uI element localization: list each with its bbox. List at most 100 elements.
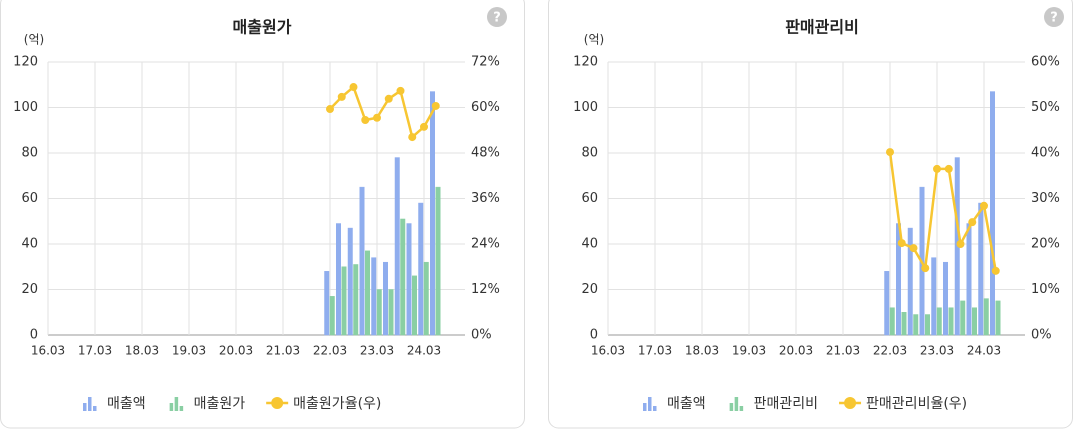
legend-item[interactable]: 매출액 [83,396,146,412]
x-tick-label: 16.03 [591,344,625,358]
y-tick-label: 80 [581,146,598,161]
panel [0,0,525,429]
bar [394,157,400,336]
bar [925,314,930,336]
point [991,266,1000,275]
legend-item[interactable]: 매출원가 [169,396,246,412]
legend-item[interactable]: 매출액 [643,396,706,412]
point [420,122,428,131]
point [968,218,977,227]
x-tick-label: 21.03 [266,344,300,358]
y-tick-label: 120 [13,55,38,70]
bar [936,307,942,336]
y2-tick-label: 0% [471,328,492,343]
bar [913,314,919,336]
x-tick-label: 20.03 [779,344,813,358]
bar [960,300,966,336]
y2-tick-label: 20% [1031,237,1060,252]
bar [907,227,913,336]
point [349,83,358,92]
y-tick-label: 100 [13,100,38,115]
point [933,164,941,173]
x-tick-label: 17.03 [638,344,672,358]
chart-title: 매출원가 [233,18,292,37]
legend-icon [734,397,739,411]
y2-tick-label: 10% [1031,282,1060,297]
y-unit: (억) [24,33,44,47]
bar [341,266,347,336]
x-tick-label: 22.03 [313,344,347,358]
bar [966,223,972,336]
legend-label: 판매관리비율(우) [866,396,967,412]
help-icon[interactable]: ? [1044,7,1064,27]
bar [359,186,365,336]
bar [901,312,907,336]
y-unit: (억) [584,33,604,47]
point [384,94,393,103]
legend-icon [653,406,657,411]
legend-icon [648,397,652,411]
y-tick-label: 120 [573,55,598,70]
point [909,244,918,253]
legend-label: 매출액 [667,396,706,412]
bar [329,296,335,336]
y2-tick-label: 72% [471,55,500,70]
y-tick-label: 80 [21,146,38,161]
legend-icon [93,406,97,411]
bar [889,307,895,336]
point [944,164,953,173]
legend-icon [643,403,647,411]
legend-icon [174,397,179,411]
line [888,151,997,272]
point [956,240,965,248]
y2-tick-label: 0% [1031,328,1052,343]
point [886,148,894,157]
legend-item[interactable]: 판매관리비 [729,396,818,412]
x-tick-label: 18.03 [685,344,719,358]
x-tick-label: 24.03 [407,344,441,358]
x-tick-label: 23.03 [920,344,954,358]
chart-title: 판매관리비 [785,18,859,37]
legend-icon [83,403,87,411]
bar [990,91,995,336]
help-icon[interactable]: ? [487,7,507,27]
bar [406,223,412,336]
y2-tick-label: 12% [471,282,500,297]
bar [412,275,417,336]
y2-tick-label: 36% [471,191,500,206]
x-tick-label: 23.03 [360,344,394,358]
y-tick-label: 0 [30,328,38,343]
point [373,113,381,122]
y2-tick-label: 48% [471,146,500,161]
legend-icon [271,397,284,409]
bar [423,261,429,336]
bar [931,257,937,336]
y2-tick-label: 30% [1031,191,1060,206]
legend-item[interactable]: 매출원가율(우) [266,396,381,412]
y2-tick-label: 40% [1031,146,1060,161]
y2-tick-label: 50% [1031,100,1060,115]
bar [884,271,890,336]
bar [347,227,353,336]
x-tick-label: 19.03 [732,344,766,358]
legend-label: 매출액 [107,396,146,412]
point [396,86,405,95]
bar [353,264,359,336]
bar [336,223,341,336]
svg-text:?: ? [1050,11,1058,26]
x-tick-label: 22.03 [873,344,907,358]
legend-item[interactable]: 판매관리비율(우) [839,396,967,412]
legend-label: 매출원가 [194,396,246,412]
point [431,101,440,110]
bar [383,261,388,336]
point [337,92,346,101]
y-tick-label: 20 [581,282,598,297]
y-tick-label: 100 [573,100,598,115]
point [921,264,930,273]
x-tick-label: 24.03 [967,344,1001,358]
y2-tick-label: 24% [471,237,500,252]
y-tick-label: 40 [581,237,598,252]
legend-label: 매출원가율(우) [293,396,381,412]
bar [430,91,435,336]
